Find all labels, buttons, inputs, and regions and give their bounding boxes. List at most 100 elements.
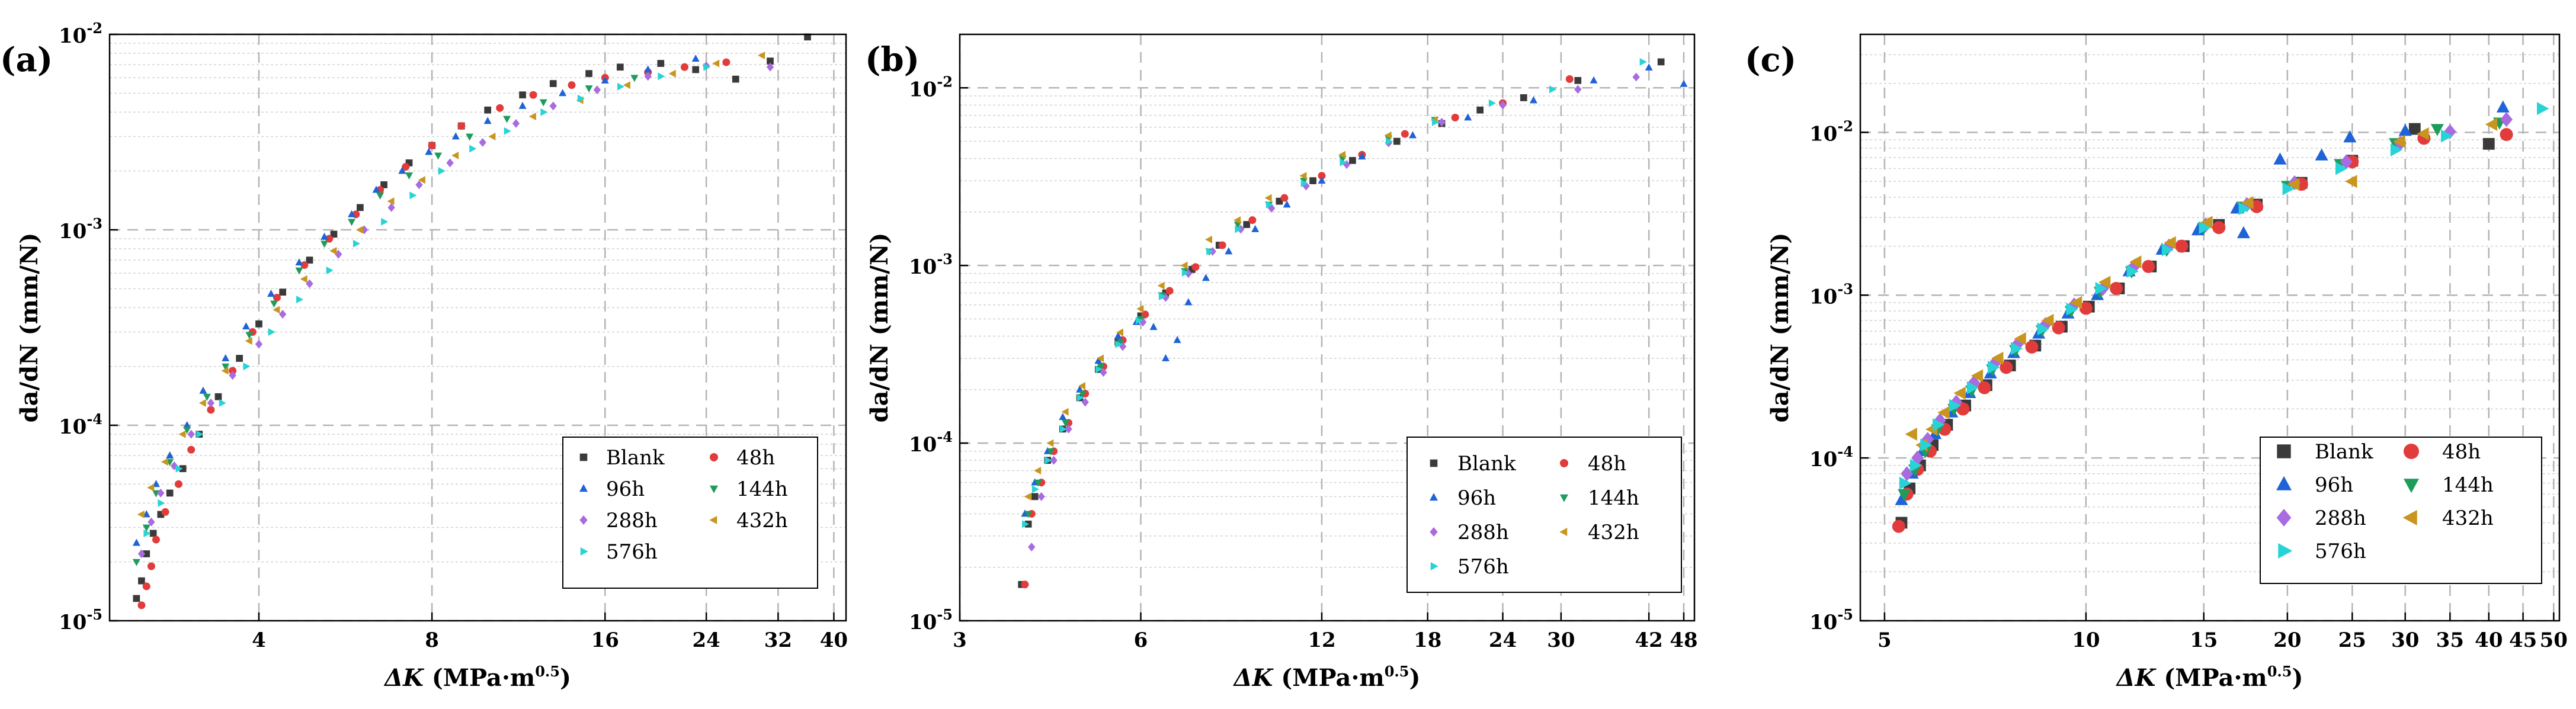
data-point — [1645, 63, 1653, 70]
data-point — [245, 337, 252, 345]
data-point — [1529, 96, 1537, 104]
data-point — [355, 226, 363, 234]
legend-box — [562, 437, 818, 589]
series-144h — [132, 75, 639, 566]
data-point — [549, 80, 557, 87]
data-point — [691, 54, 700, 62]
data-point — [255, 339, 263, 349]
legend-marker — [1559, 528, 1568, 536]
data-point — [668, 69, 676, 78]
data-point — [1349, 157, 1356, 164]
data-point — [143, 529, 151, 537]
x-tick-label: 15 — [2190, 628, 2218, 652]
data-point — [1050, 455, 1058, 465]
data-point — [330, 230, 338, 238]
data-point — [178, 430, 186, 438]
data-point — [1991, 351, 2004, 365]
data-point — [1921, 432, 1934, 447]
data-point — [267, 290, 275, 297]
series-576h — [143, 63, 711, 537]
data-point — [1022, 520, 1030, 528]
legend-item: 288h — [1430, 521, 1509, 544]
data-point — [1971, 369, 1984, 383]
data-point — [2212, 221, 2226, 235]
x-tick-label: 24 — [1489, 628, 1517, 652]
series-432h — [137, 52, 765, 518]
data-point — [2441, 129, 2453, 143]
data-point — [1898, 489, 1911, 502]
data-point — [207, 398, 215, 408]
data-point — [1565, 75, 1574, 84]
legend-box — [2260, 437, 2542, 584]
y-tick-label: 10-5 — [1809, 606, 1853, 634]
data-point — [329, 247, 337, 255]
legend-label: 288h — [606, 509, 658, 532]
data-point — [1204, 235, 1213, 243]
y-axis-title: da/dN (mm/N) — [15, 233, 43, 423]
data-point — [1302, 181, 1310, 191]
data-point — [438, 167, 446, 175]
data-point — [1235, 225, 1242, 233]
data-point — [296, 296, 304, 304]
data-point — [1149, 323, 1158, 331]
data-point — [2417, 127, 2429, 140]
data-point — [137, 549, 146, 559]
data-point — [380, 181, 387, 188]
data-point — [2345, 175, 2357, 188]
data-point — [1045, 456, 1052, 464]
data-point — [1059, 413, 1067, 421]
data-point — [1299, 172, 1307, 180]
panel-label: (b) — [865, 40, 919, 79]
x-tick-label: 30 — [1547, 628, 1575, 652]
data-point — [270, 300, 278, 308]
data-point — [1181, 268, 1189, 277]
y-tick-label: 10-2 — [1809, 117, 1853, 146]
data-point — [2066, 303, 2078, 316]
y-tick-label: 10-2 — [59, 20, 102, 48]
data-point — [2393, 134, 2405, 148]
data-point — [1046, 439, 1054, 447]
data-point — [306, 256, 313, 264]
data-point — [1137, 312, 1145, 320]
data-point — [187, 429, 195, 439]
data-point — [1318, 172, 1326, 180]
data-point — [1385, 137, 1393, 146]
data-point — [767, 57, 774, 65]
legend-marker — [2278, 543, 2293, 559]
legend-item: 48h — [2404, 440, 2481, 464]
data-point — [2343, 130, 2357, 143]
legend-marker — [2402, 510, 2417, 525]
data-point — [1276, 197, 1283, 205]
data-point — [483, 117, 492, 124]
data-point — [214, 393, 222, 400]
data-point — [1021, 580, 1029, 589]
x-tick-label: 8 — [425, 628, 439, 652]
data-point — [1499, 100, 1507, 110]
legend-item: 96h — [1430, 486, 1496, 510]
x-tick-label: 48 — [1670, 628, 1697, 652]
data-point — [348, 210, 356, 217]
data-point — [1431, 118, 1439, 126]
data-point — [504, 127, 511, 135]
data-point — [2200, 216, 2213, 229]
data-point — [2095, 281, 2107, 295]
data-point — [2496, 100, 2510, 113]
data-point — [2238, 202, 2251, 216]
data-point — [2128, 259, 2141, 274]
data-point — [2014, 332, 2026, 345]
data-point — [722, 58, 730, 66]
series-96h — [1021, 63, 1688, 517]
data-point — [1037, 492, 1045, 501]
data-point — [549, 101, 557, 111]
data-point — [1243, 221, 1251, 228]
data-point — [1401, 130, 1409, 138]
legend-label: 432h — [1588, 521, 1639, 544]
x-tick-label: 18 — [1414, 628, 1441, 652]
data-points — [132, 33, 811, 609]
data-point — [1076, 394, 1084, 402]
data-point — [236, 355, 243, 362]
data-point — [434, 152, 443, 160]
data-point — [1343, 160, 1351, 169]
data-point — [198, 399, 206, 407]
